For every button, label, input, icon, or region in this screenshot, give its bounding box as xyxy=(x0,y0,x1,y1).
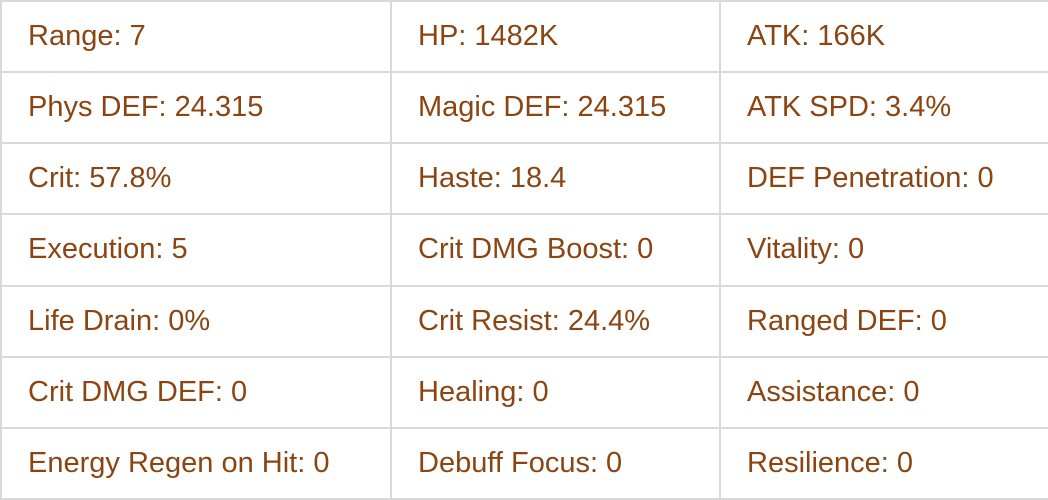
stat-cell: Debuff Focus: 0 xyxy=(390,426,721,500)
stat-row: Execution: 5 Crit DMG Boost: 0 Vitality: 0 xyxy=(0,213,1048,287)
stat-cell: Phys DEF: 24.315 xyxy=(0,71,392,145)
stat-cell: Vitality: 0 xyxy=(719,213,1048,287)
stat-cell: Healing: 0 xyxy=(390,355,721,429)
stat-cell: Ranged DEF: 0 xyxy=(719,284,1048,358)
stat-cell: Crit Resist: 24.4% xyxy=(390,284,721,358)
stat-cell: Life Drain: 0% xyxy=(0,284,392,358)
stat-row: Energy Regen on Hit: 0 Debuff Focus: 0 Res… xyxy=(0,426,1048,500)
stat-cell: Crit DMG DEF: 0 xyxy=(0,355,392,429)
stat-cell: Execution: 5 xyxy=(0,213,392,287)
stat-cell: Crit: 57.8% xyxy=(0,142,392,216)
stat-cell: HP: 1482K xyxy=(390,0,721,74)
stat-row: Crit DMG DEF: 0 Healing: 0 Assistance: 0 xyxy=(0,355,1048,429)
stat-row: Crit: 57.8% Haste: 18.4 DEF Penetration: 0 xyxy=(0,142,1048,216)
stat-row: Life Drain: 0% Crit Resist: 24.4% Ranged D… xyxy=(0,284,1048,358)
stat-cell: Haste: 18.4 xyxy=(390,142,721,216)
stat-cell: Resilience: 0 xyxy=(719,426,1048,500)
stat-row: Range: 7 HP: 1482K ATK: 166K xyxy=(0,0,1048,74)
stat-cell: DEF Penetration: 0 xyxy=(719,142,1048,216)
stat-cell: Assistance: 0 xyxy=(719,355,1048,429)
stat-cell: Range: 7 xyxy=(0,0,392,74)
stat-cell: ATK: 166K xyxy=(719,0,1048,74)
stat-cell: ATK SPD: 3.4% xyxy=(719,71,1048,145)
stat-row: Phys DEF: 24.315 Magic DEF: 24.315 ATK SPD… xyxy=(0,71,1048,145)
stat-cell: Energy Regen on Hit: 0 xyxy=(0,426,392,500)
stat-cell: Crit DMG Boost: 0 xyxy=(390,213,721,287)
stat-cell: Magic DEF: 24.315 xyxy=(390,71,721,145)
